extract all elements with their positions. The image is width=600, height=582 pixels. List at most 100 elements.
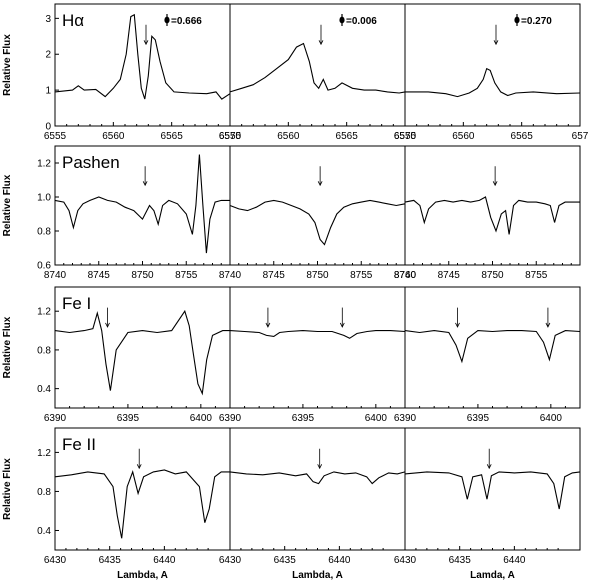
- panel-10-xtick-label-2: 6440: [328, 555, 351, 566]
- panel-0-xtick-label-0: 6555: [44, 131, 67, 142]
- panel-10-xtick-label-1: 6435: [274, 555, 297, 566]
- panel-8-arrow-head-0: [455, 322, 460, 328]
- panel-10-xtick-label-0: 6430: [219, 555, 242, 566]
- panel-3-xtick-label-3: 8755: [175, 270, 198, 281]
- panel-11-xtick-label-0: 6430: [394, 555, 417, 566]
- panel-1-phase-label: =0.006: [346, 16, 377, 27]
- panel-8-frame: [404, 286, 581, 409]
- panel-9-xtick-label-0: 6430: [44, 555, 67, 566]
- panel-3-ytick-label-0: 0.6: [37, 261, 51, 272]
- panel-2-phase-label: =0.270: [521, 16, 552, 27]
- panel-2-arrow-head-0: [493, 40, 499, 46]
- panel-5-arrow-head-0: [492, 181, 498, 187]
- panel-9-ytick-label-0: 0.4: [37, 526, 51, 537]
- panel-4-xtick-label-0: 8740: [219, 270, 242, 281]
- panel-2-xtick-label-1: 6560: [452, 131, 475, 142]
- panel-4-xtick-label-2: 8750: [306, 270, 329, 281]
- panel-0-ytick-label-1: 1: [45, 86, 51, 97]
- panel-1-spectrum-line: [229, 42, 406, 94]
- panel-8-spectrum-line: [404, 330, 581, 364]
- panel-9-ylabel: Relative Flux: [2, 458, 13, 520]
- panel-0-phase-label: =0.666: [171, 16, 202, 27]
- panel-3-ytick-label-2: 1.0: [37, 193, 51, 204]
- panel-5-xtick-label-0: 8740: [394, 270, 417, 281]
- panel-3-arrow-head-0: [142, 181, 148, 187]
- panel-11-xlabel: Lamda, A: [470, 570, 515, 581]
- panel-0-arrow-head-0: [143, 40, 149, 46]
- panel-6-xtick-label-1: 6395: [117, 413, 140, 424]
- panel-3-xtick-label-2: 8750: [131, 270, 154, 281]
- panel-11-xtick-label-2: 6440: [503, 555, 526, 566]
- panel-1-xtick-label-0: 6555: [219, 131, 242, 142]
- panel-11-arrow-head-0: [486, 464, 492, 470]
- panel-3-xtick-label-1: 8745: [88, 270, 111, 281]
- panel-8-xtick-label-2: 6400: [540, 413, 563, 424]
- panel-2-frame: [404, 3, 581, 127]
- panel-7-xtick-label-1: 6395: [292, 413, 315, 424]
- panel-6-spectrum-line: [54, 309, 230, 396]
- panel-3-ytick-label-1: 0.8: [37, 227, 51, 238]
- panel-10-xlabel: Lambda, A: [292, 570, 343, 581]
- panel-6-ylabel: Relative Flux: [2, 316, 13, 378]
- panel-7-frame: [229, 286, 406, 409]
- panel-9-arrow-head-0: [136, 464, 142, 470]
- panel-7-xtick-label-0: 6390: [219, 413, 242, 424]
- panel-0-xtick-label-3: 6570: [219, 131, 242, 142]
- panel-0-xtick-label-2: 6565: [161, 131, 184, 142]
- panel-0-xtick-label-1: 6560: [102, 131, 125, 142]
- panel-4-xtick-label-3: 8755: [350, 270, 373, 281]
- panel-9-ytick-label-2: 1.2: [37, 448, 51, 459]
- panel-3-ytick-label-3: 1.2: [37, 159, 51, 170]
- panel-2-xtick-label-3: 657: [572, 131, 589, 142]
- panel-4-xtick-label-4: 8760: [394, 270, 417, 281]
- panel-6-title: Fe I: [62, 294, 91, 313]
- panel-6-arrow-head-0: [105, 322, 110, 328]
- panel-5-xtick-label-2: 8750: [481, 270, 504, 281]
- panel-8-xtick-label-1: 6395: [467, 413, 490, 424]
- panel-2-spectrum-line: [405, 67, 581, 98]
- panel-1-frame: [229, 3, 406, 127]
- panel-0-ylabel: Relative Flux: [2, 34, 13, 96]
- panel-10-frame: [229, 427, 406, 551]
- panel-6-ytick-label-1: 0.8: [37, 345, 51, 356]
- panel-0-spectrum-line: [54, 13, 231, 100]
- panel-9-title: Fe II: [62, 435, 96, 454]
- panel-5-spectrum-line: [404, 196, 580, 235]
- panel-5-frame: [404, 145, 581, 266]
- panel-3-ylabel: Relative Flux: [2, 174, 13, 236]
- panel-4-frame: [229, 145, 406, 266]
- panel-0-ytick-label-3: 3: [45, 14, 51, 25]
- panel-9-xtick-label-1: 6435: [99, 555, 122, 566]
- panel-9-xlabel: Lambda, A: [117, 570, 168, 581]
- panel-6-ytick-label-0: 0.4: [37, 384, 51, 395]
- panel-4-spectrum-line: [229, 199, 406, 246]
- panel-11-xtick-label-1: 6435: [449, 555, 472, 566]
- panel-0-title: Hα: [62, 11, 84, 30]
- panel-1-xtick-label-3: 6570: [394, 131, 417, 142]
- panel-3-spectrum-line: [54, 154, 230, 254]
- panel-11-frame: [404, 427, 581, 551]
- panel-10-arrow-head-0: [317, 464, 323, 470]
- panel-6-xtick-label-0: 6390: [44, 413, 67, 424]
- panel-11-spectrum-line: [404, 471, 581, 510]
- panel-3-title: Pashen: [62, 153, 120, 172]
- panel-7-spectrum-line: [229, 330, 406, 339]
- panel-5-xtick-label-1: 8745: [438, 270, 461, 281]
- panel-7-arrow-head-1: [339, 322, 345, 328]
- panel-4-xtick-label-1: 8745: [263, 270, 286, 281]
- panel-9-spectrum-line: [54, 469, 230, 539]
- panel-6-xtick-label-2: 6400: [190, 413, 213, 424]
- panel-5-xtick-label-3: 8755: [525, 270, 548, 281]
- panel-1-xtick-label-1: 6560: [277, 131, 300, 142]
- panel-8-xtick-label-0: 6390: [394, 413, 417, 424]
- panel-7-xtick-label-2: 6400: [365, 413, 388, 424]
- panel-1-arrow-head-0: [318, 40, 324, 46]
- panel-3-xtick-label-0: 8740: [44, 270, 67, 281]
- panel-6-ytick-label-2: 1.2: [37, 307, 51, 318]
- panel-0-ytick-label-2: 2: [45, 50, 51, 61]
- panel-8-arrow-head-1: [545, 322, 551, 328]
- panel-4-arrow-head-0: [317, 181, 323, 187]
- panel-7-arrow-head-0: [265, 322, 271, 328]
- panel-2-xtick-label-2: 6565: [511, 131, 534, 142]
